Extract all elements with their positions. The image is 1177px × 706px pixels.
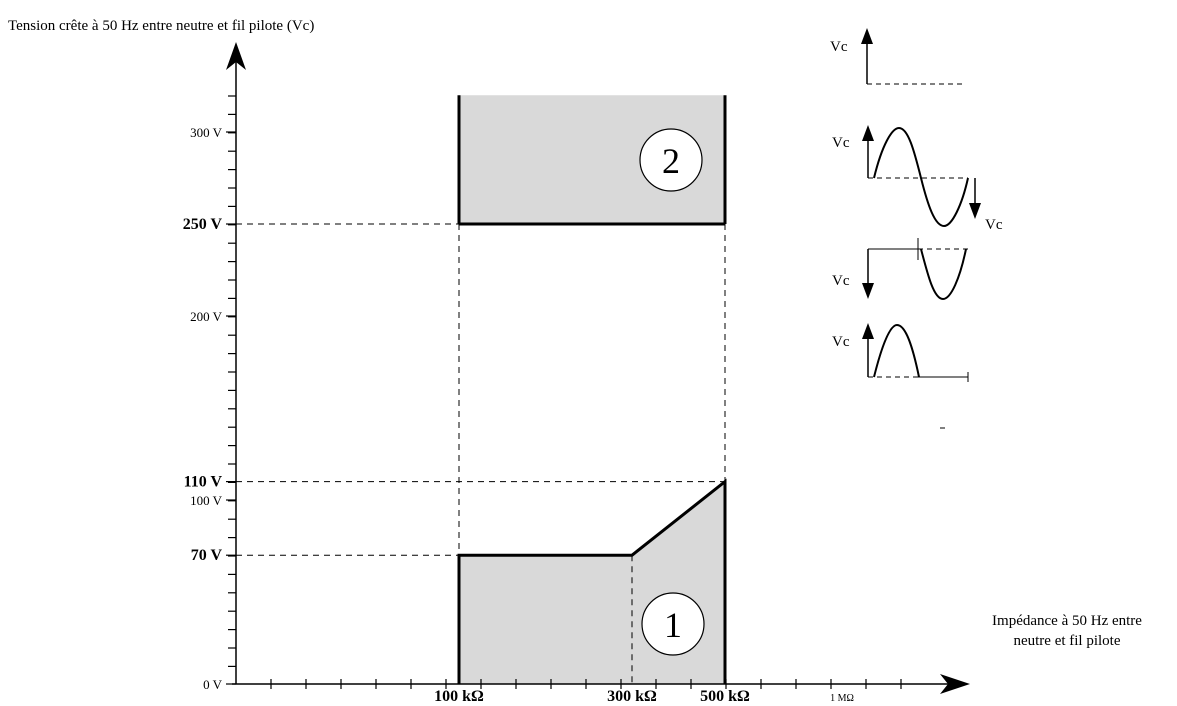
dashed-guides [236,223,726,684]
zone-2-area [459,95,725,224]
x-tick-label: 100 kΩ [434,688,484,705]
y-tick-label: 110 V [184,474,223,491]
x-axis-arrow [940,674,970,694]
x-tick-labels: 100 kΩ 300 kΩ 500 kΩ 1 MΩ [434,688,854,705]
x-tick-label: 1 MΩ [830,693,854,704]
svg-text:2: 2 [662,141,680,181]
zone-1-marker: 1 [641,592,705,656]
x-axis-title-line1: Impédance à 50 Hz entre [992,613,1142,629]
y-axis-arrow [226,42,246,70]
y-tick-label: 70 V [191,547,223,564]
zone-1-border [457,478,727,684]
waveform-dc-step: Vc [830,28,965,85]
waveform-positive-half-wave: Vc [832,323,969,382]
y-tick-labels: 0 V 70 V 100 V 110 V 200 V 250 V 300 V [183,125,223,692]
x-tick-label: 500 kΩ [700,688,750,705]
waveform-legend: Vc Vc Vc Vc Vc [830,28,1003,429]
zone-2-marker: 2 [639,128,703,192]
svg-text:1: 1 [664,605,682,645]
y-tick-label: 300 V [190,125,223,140]
svg-text:Vc: Vc [832,334,850,350]
waveform-full-sine: Vc Vc [832,125,1003,233]
y-tick-label: 100 V [190,493,223,508]
x-axis-title-line2: neutre et fil pilote [1013,633,1120,649]
svg-text:Vc: Vc [830,39,848,55]
y-tick-label: 0 V [203,677,223,692]
zone-2-border [457,95,727,226]
y-axis-title: Tension crête à 50 Hz entre neutre et fi… [8,18,314,34]
svg-text:Vc: Vc [832,273,850,289]
y-ticks [226,95,236,685]
axes [232,62,955,685]
svg-text:Vc: Vc [832,135,850,151]
x-ticks [270,679,902,689]
x-tick-label: 300 kΩ [607,688,657,705]
y-tick-label: 200 V [190,309,223,324]
y-tick-label: 250 V [183,216,223,233]
waveform-negative-half-wave: Vc [832,238,968,301]
svg-text:Vc: Vc [985,217,1003,233]
